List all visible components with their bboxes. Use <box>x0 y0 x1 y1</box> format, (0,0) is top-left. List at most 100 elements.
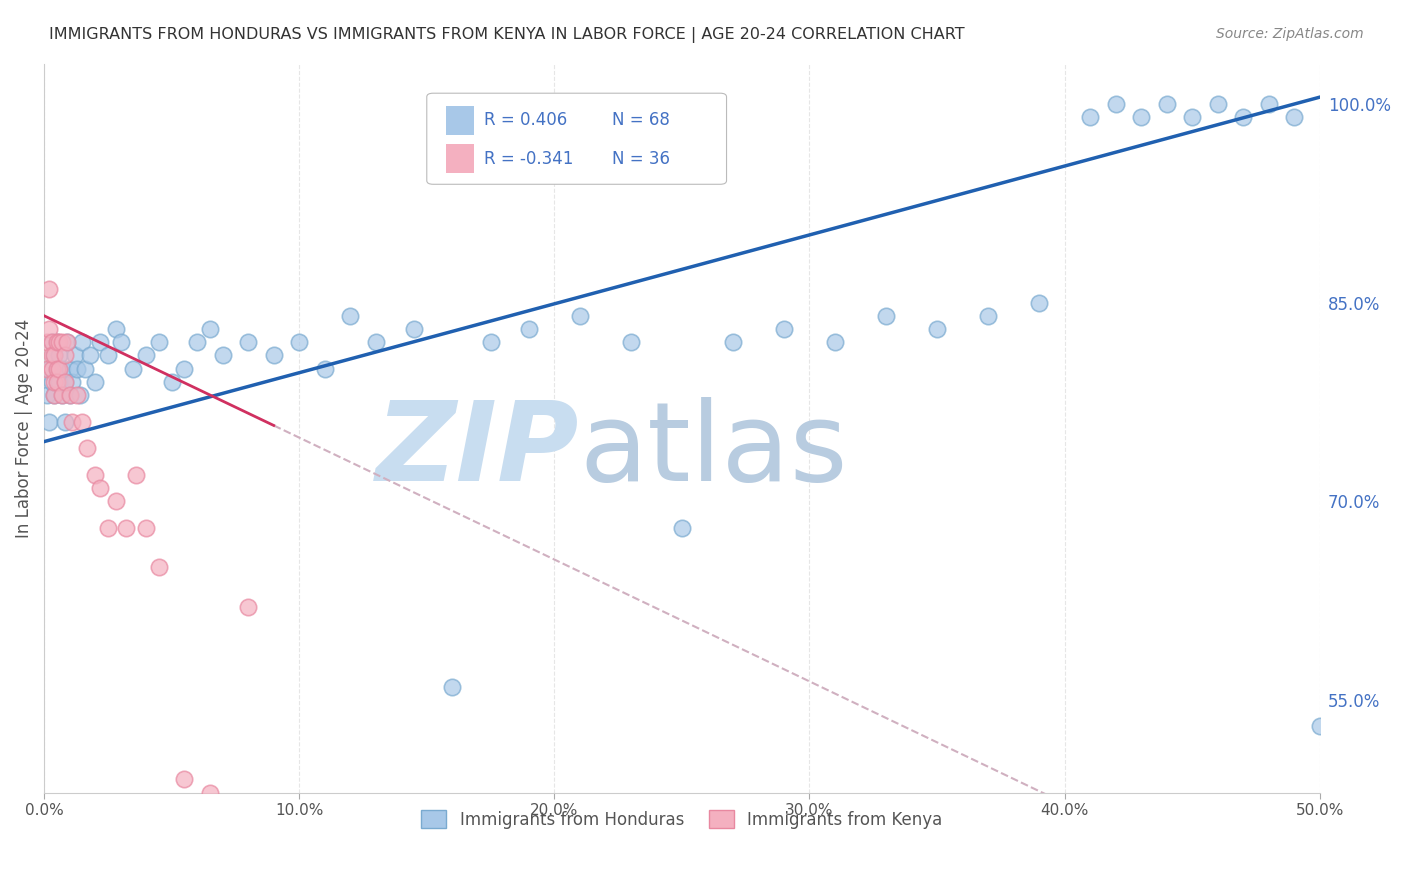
Y-axis label: In Labor Force | Age 20-24: In Labor Force | Age 20-24 <box>15 318 32 538</box>
Point <box>568 309 591 323</box>
Point <box>110 335 132 350</box>
Point <box>41 335 63 350</box>
Point <box>339 309 361 323</box>
Point <box>72 415 94 429</box>
Point <box>97 349 120 363</box>
Point <box>773 322 796 336</box>
Point <box>364 335 387 350</box>
Point <box>38 361 60 376</box>
Point <box>38 282 60 296</box>
Point <box>53 415 76 429</box>
Point <box>1078 110 1101 124</box>
Point <box>263 349 285 363</box>
Point <box>1206 96 1229 111</box>
Point <box>48 375 70 389</box>
Point <box>1156 96 1178 111</box>
Point <box>198 786 221 800</box>
Point <box>53 375 76 389</box>
Point <box>48 361 70 376</box>
Point <box>76 441 98 455</box>
Point <box>186 335 208 350</box>
Point <box>56 335 79 350</box>
Point <box>89 481 111 495</box>
Point <box>44 388 66 402</box>
Point <box>160 375 183 389</box>
Bar <box>446 145 474 173</box>
Point <box>48 335 70 350</box>
Point <box>122 361 145 376</box>
Point <box>84 375 107 389</box>
Point <box>1232 110 1254 124</box>
Point <box>53 375 76 389</box>
Point <box>59 361 82 376</box>
Point <box>1104 96 1126 111</box>
Point <box>721 335 744 350</box>
Point <box>441 680 464 694</box>
Point <box>72 335 94 350</box>
Point <box>41 375 63 389</box>
Point <box>56 335 79 350</box>
Text: ZIP: ZIP <box>377 397 579 504</box>
Point <box>97 521 120 535</box>
Point <box>66 361 89 376</box>
Bar <box>446 105 474 135</box>
Point <box>1309 719 1331 733</box>
Point <box>35 388 58 402</box>
Text: N = 36: N = 36 <box>612 150 669 168</box>
Point <box>198 322 221 336</box>
Point <box>45 375 67 389</box>
Text: R = -0.341: R = -0.341 <box>484 150 574 168</box>
Point <box>135 349 157 363</box>
Point <box>479 335 502 350</box>
Point <box>79 349 101 363</box>
Point <box>44 388 66 402</box>
Legend: Immigrants from Honduras, Immigrants from Kenya: Immigrants from Honduras, Immigrants fro… <box>415 804 949 835</box>
Point <box>1181 110 1204 124</box>
Point <box>44 349 66 363</box>
Point <box>671 521 693 535</box>
Point <box>314 361 336 376</box>
Point <box>59 388 82 402</box>
Point <box>69 388 91 402</box>
Point <box>875 309 897 323</box>
Point <box>45 361 67 376</box>
Point <box>1028 295 1050 310</box>
Point <box>44 349 66 363</box>
Text: R = 0.406: R = 0.406 <box>484 112 568 129</box>
Point <box>45 335 67 350</box>
Point <box>45 335 67 350</box>
Point <box>48 349 70 363</box>
Point <box>41 349 63 363</box>
Point <box>288 335 311 350</box>
Point <box>38 415 60 429</box>
Point <box>59 388 82 402</box>
Text: atlas: atlas <box>579 397 848 504</box>
Point <box>977 309 1000 323</box>
Point <box>173 772 195 787</box>
Point <box>89 335 111 350</box>
Point <box>45 361 67 376</box>
Point <box>104 494 127 508</box>
Point <box>620 335 643 350</box>
Point <box>148 335 170 350</box>
Point <box>63 349 86 363</box>
Point <box>38 322 60 336</box>
Point <box>35 361 58 376</box>
Point <box>925 322 948 336</box>
Point <box>53 349 76 363</box>
Text: N = 68: N = 68 <box>612 112 669 129</box>
Point <box>51 388 73 402</box>
Point <box>517 322 540 336</box>
Point <box>125 467 148 482</box>
Point <box>1257 96 1279 111</box>
Point <box>51 388 73 402</box>
Point <box>1282 110 1305 124</box>
Point <box>824 335 846 350</box>
Point <box>73 361 96 376</box>
Text: Source: ZipAtlas.com: Source: ZipAtlas.com <box>1216 27 1364 41</box>
Point <box>84 467 107 482</box>
Point <box>104 322 127 336</box>
Point <box>1130 110 1153 124</box>
Point <box>173 361 195 376</box>
Point <box>51 335 73 350</box>
